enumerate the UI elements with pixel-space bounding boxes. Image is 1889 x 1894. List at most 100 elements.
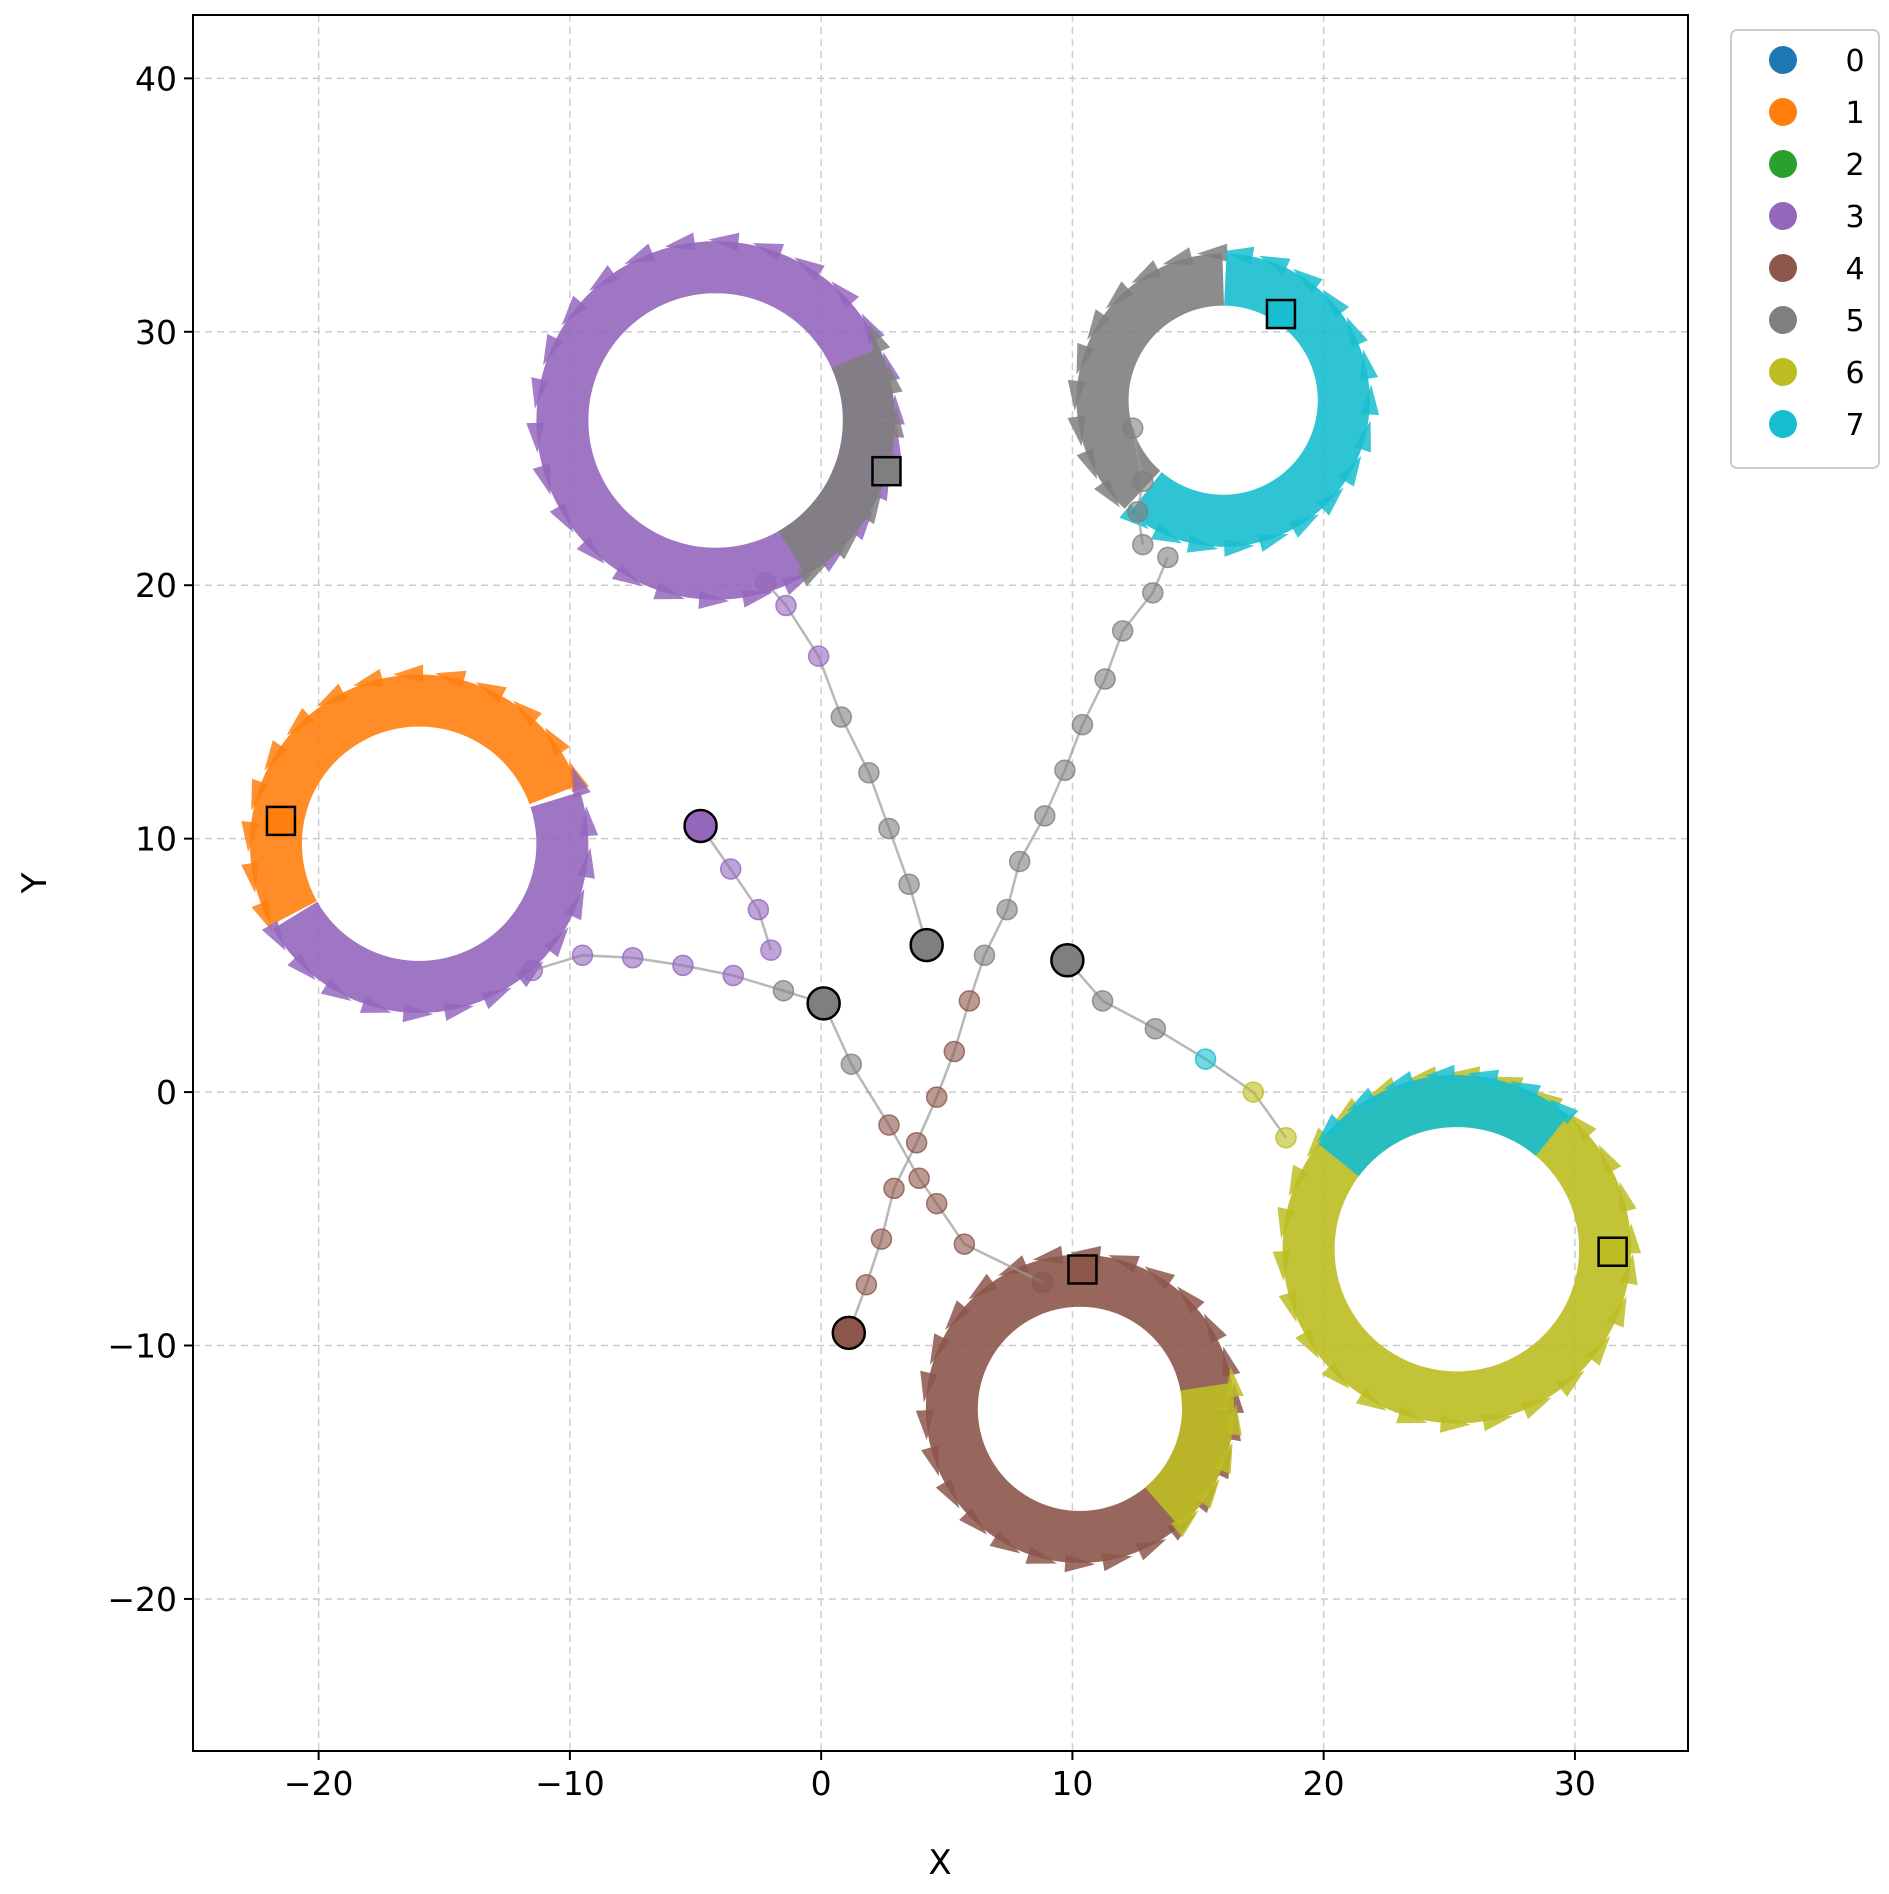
ring-arrowhead xyxy=(1272,1251,1291,1282)
ring-arrowhead xyxy=(1481,1413,1513,1432)
ring-arrowhead xyxy=(1032,1245,1064,1264)
ring-arrowhead xyxy=(921,1445,939,1477)
x-tick-label: 20 xyxy=(1303,1764,1345,1803)
ring-arrowhead xyxy=(1225,1366,1244,1398)
legend-label-6: 6 xyxy=(1845,356,1864,391)
trajectory-point xyxy=(571,944,594,966)
trajectory-rings xyxy=(241,232,1642,1573)
ring-arrowhead xyxy=(1440,1414,1471,1433)
ring-arrowhead xyxy=(959,1507,988,1535)
ring-segment xyxy=(1318,1074,1569,1177)
ring-arrowhead xyxy=(564,888,585,921)
ring-arrowhead xyxy=(543,927,569,958)
x-axis-label: X xyxy=(928,1843,951,1883)
ring-arrowhead xyxy=(1317,1113,1345,1142)
trajectory-point xyxy=(722,964,744,987)
ring-arrowhead xyxy=(741,589,773,608)
ring-arrowhead xyxy=(353,668,384,687)
trajectory-point xyxy=(973,944,996,966)
legend-swatch-2 xyxy=(1769,150,1797,178)
ring-arrowhead xyxy=(1259,255,1291,276)
ring-arrowhead xyxy=(443,1003,475,1021)
y-tick-label: −20 xyxy=(107,1580,177,1619)
x-tick-label: 10 xyxy=(1051,1764,1093,1803)
ring-arrowhead xyxy=(251,900,272,932)
ring-arrowhead xyxy=(576,536,605,564)
ring-arrowhead xyxy=(1396,1406,1428,1424)
legend-swatch-0 xyxy=(1769,46,1797,74)
ring-arrowhead xyxy=(698,591,730,609)
ring-arrowhead xyxy=(1170,1510,1199,1538)
y-tick-label: 20 xyxy=(135,566,177,605)
trajectory-point xyxy=(760,939,782,961)
ring-arrowhead xyxy=(1197,243,1228,262)
trajectory-point xyxy=(621,947,644,969)
ring-arrowhead xyxy=(794,257,825,281)
trajectory-point xyxy=(521,959,543,982)
trajectory-point xyxy=(1132,470,1154,493)
ring-arrowhead xyxy=(359,995,392,1013)
ring-arrowhead xyxy=(572,766,591,798)
trajectory-point xyxy=(772,979,795,1002)
y-tick-label: 30 xyxy=(135,313,177,352)
start-marker xyxy=(909,927,944,963)
end-marker xyxy=(871,455,902,487)
trajectory-point xyxy=(1194,1048,1217,1070)
ring-arrowhead xyxy=(580,806,599,837)
ring-arrowhead xyxy=(1144,1266,1176,1290)
trajectory-markers xyxy=(265,298,1628,1351)
trajectory-point xyxy=(870,1228,893,1250)
start-marker xyxy=(806,986,841,1021)
trajectory-point xyxy=(830,706,853,728)
ring-arrowhead xyxy=(1257,534,1289,552)
legend-label-3: 3 xyxy=(1845,200,1864,235)
ring-arrowhead xyxy=(1467,1069,1500,1088)
ring-arrowhead xyxy=(1108,1255,1140,1273)
trajectory-point xyxy=(925,1192,948,1215)
ring-arrowhead xyxy=(968,1273,998,1300)
x-tick-label: −10 xyxy=(535,1764,605,1803)
ring-arrowhead xyxy=(549,502,574,533)
trajectory-point xyxy=(719,858,742,880)
legend: 0 1 2 3 4 5 6 7 xyxy=(1730,29,1880,469)
ring-segment xyxy=(249,674,578,926)
plot-frame xyxy=(192,14,1689,1752)
ring-arrowhead xyxy=(1076,342,1095,375)
legend-swatch-1 xyxy=(1769,98,1797,126)
ring-arrowhead xyxy=(1076,448,1097,480)
trajectory-point xyxy=(1071,713,1094,736)
ring-arrowhead xyxy=(1585,1336,1611,1366)
ring-arrowhead xyxy=(868,323,891,355)
ring-arrowhead xyxy=(935,1478,960,1509)
ring-arrowhead xyxy=(1277,1207,1296,1239)
ring-arrowhead xyxy=(1360,349,1379,381)
trajectory-point xyxy=(925,1086,948,1108)
ring-arrowhead xyxy=(320,978,352,1001)
y-tick-label: −10 xyxy=(107,1327,177,1366)
trajectory-point xyxy=(878,817,900,840)
y-tick-label: 40 xyxy=(135,59,177,98)
ring-arrowhead xyxy=(1347,1087,1378,1112)
ring-arrowhead xyxy=(945,1300,971,1330)
ring-arrowhead xyxy=(287,952,316,980)
trajectory-point xyxy=(898,873,920,896)
legend-label-0: 0 xyxy=(1845,44,1864,79)
x-tick-label: −20 xyxy=(284,1764,354,1803)
end-marker xyxy=(1067,1254,1098,1285)
ring-arrowhead xyxy=(1295,1328,1319,1359)
legend-label-7: 7 xyxy=(1845,408,1864,443)
ring-segment xyxy=(1076,253,1225,509)
trajectory-point xyxy=(1121,417,1144,439)
ring-arrowhead xyxy=(264,740,288,771)
ring-arrowhead xyxy=(1278,1291,1297,1323)
ring-arrowhead xyxy=(544,727,570,757)
ring-arrowhead xyxy=(402,1004,434,1023)
ring-arrowhead xyxy=(393,664,424,683)
ring-arrowhead xyxy=(885,363,903,395)
ring-arrowhead xyxy=(1288,1164,1310,1197)
ring-arrowhead xyxy=(1067,415,1086,447)
ring-arrowhead xyxy=(1064,1554,1096,1573)
trajectory-point xyxy=(1034,805,1056,827)
ring-arrowhead xyxy=(611,563,643,587)
legend-label-4: 4 xyxy=(1845,252,1864,287)
